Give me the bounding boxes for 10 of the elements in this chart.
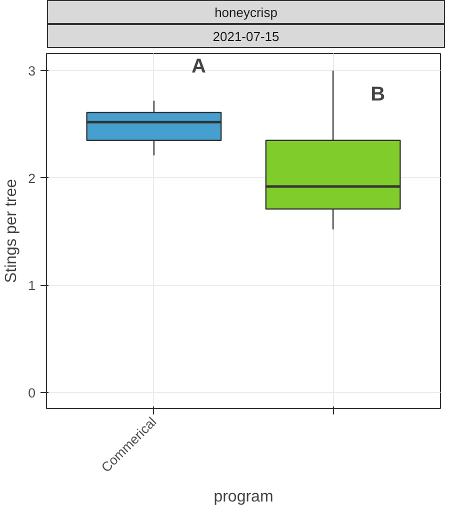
annotation: A xyxy=(192,56,206,78)
y-tick-label: 2 xyxy=(28,170,36,186)
y-axis-title: Stings per tree xyxy=(3,178,20,284)
annotation: B xyxy=(370,84,386,106)
chart-title: honeycrisp xyxy=(214,4,278,22)
chart-subtitle: 2021-07-15 xyxy=(212,28,280,46)
y-tick-label: 1 xyxy=(28,278,36,294)
x-axis-title: program xyxy=(214,488,274,506)
y-tick-label: 0 xyxy=(28,385,36,400)
y-tick-label: 3 xyxy=(28,64,36,79)
